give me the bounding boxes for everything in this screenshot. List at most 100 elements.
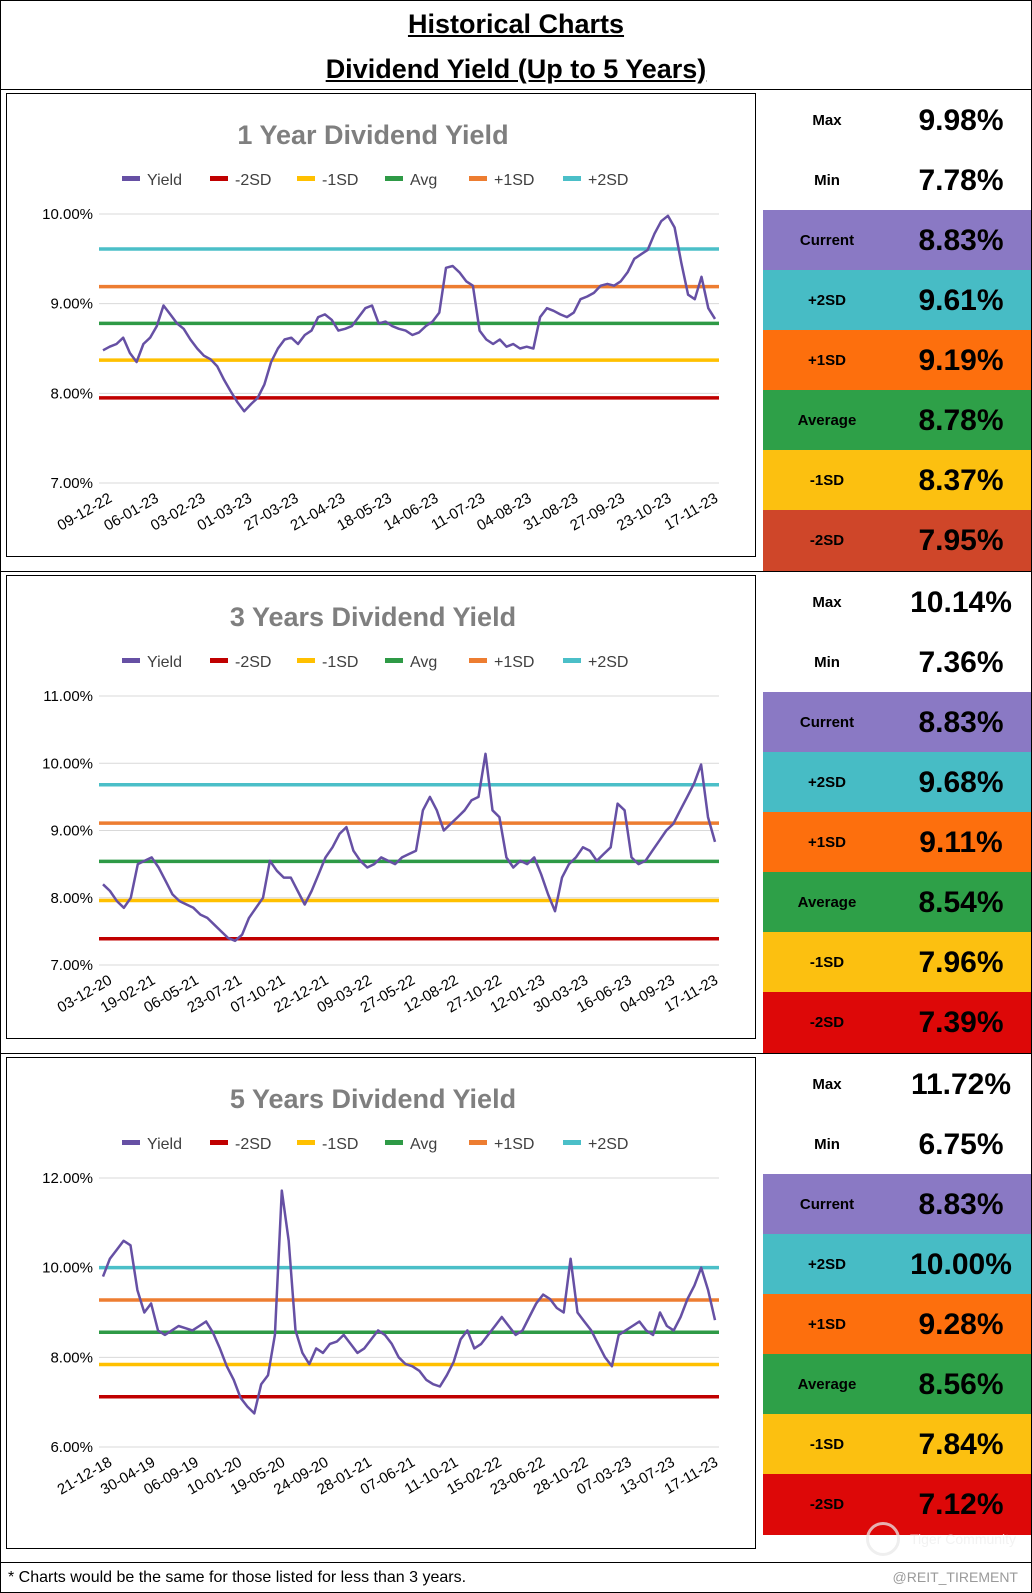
stat-min-value: 6.75% bbox=[918, 1128, 1004, 1161]
legend-label: -1SD bbox=[322, 1136, 358, 1153]
tiger-logo-text: Tiger Community bbox=[910, 1531, 1017, 1547]
y-tick-label: 6.00% bbox=[50, 1439, 93, 1456]
legend-item-avg: Avg bbox=[385, 1136, 437, 1153]
tiger-logo-icon bbox=[866, 1522, 900, 1556]
stat-plus1sd-row: +1SD 9.28% bbox=[763, 1294, 1031, 1355]
series-line-yield bbox=[101, 1189, 717, 1415]
stat-current-label: Current bbox=[799, 714, 855, 731]
legend-swatch bbox=[469, 176, 487, 181]
legend-item-2sd: +2SD bbox=[563, 1136, 628, 1153]
stat-min-label: Min bbox=[814, 1136, 840, 1153]
y-tick-label: 10.00% bbox=[42, 206, 93, 223]
stat-average-value: 8.56% bbox=[918, 1368, 1004, 1401]
chart-1-year: 1 Year Dividend Yield Yield -2SD -1SD Avg +1S… bbox=[42, 120, 721, 534]
stat-minus1sd-row: -1SD 7.84% bbox=[763, 1414, 1031, 1475]
stat-average-row: Average 8.56% bbox=[763, 1354, 1031, 1415]
stat-plus2sd-label: +2SD bbox=[808, 1256, 846, 1273]
chart-5-years: 5 Years Dividend Yield Yield -2SD -1SD Avg +1… bbox=[42, 1084, 721, 1498]
y-tick-label: 9.00% bbox=[50, 823, 93, 840]
legend-swatch bbox=[210, 658, 228, 663]
legend-swatch bbox=[385, 658, 403, 663]
chart-1-year-box: 1 Year Dividend Yield Yield -2SD -1SD Avg +1S… bbox=[6, 93, 756, 557]
chart-3-years-box: 3 Years Dividend Yield Yield -2SD -1SD Avg +1… bbox=[6, 575, 756, 1039]
stat-plus2sd-label: +2SD bbox=[808, 774, 846, 791]
chart-title: 1 Year Dividend Yield bbox=[237, 120, 508, 150]
legend-swatch bbox=[122, 1140, 140, 1145]
legend-label: Avg bbox=[410, 172, 437, 189]
legend-item-2sd: +2SD bbox=[563, 172, 628, 189]
legend-label: +2SD bbox=[588, 172, 628, 189]
legend-swatch bbox=[385, 176, 403, 181]
legend-item-1sd: -1SD bbox=[297, 172, 358, 189]
y-tick-label: 12.00% bbox=[42, 1170, 93, 1187]
series-line-yield bbox=[102, 752, 717, 943]
legend-label: Avg bbox=[410, 1136, 437, 1153]
y-tick-label: 7.00% bbox=[50, 475, 93, 492]
tiger-community-logo: Tiger Community bbox=[866, 1522, 1026, 1558]
stat-max-value: 11.72% bbox=[910, 1068, 1012, 1101]
stat-plus2sd-row: +2SD 10.00% bbox=[763, 1234, 1031, 1295]
chart-title: 3 Years Dividend Yield bbox=[230, 602, 516, 632]
legend-swatch bbox=[297, 658, 315, 663]
legend-swatch bbox=[297, 176, 315, 181]
stat-plus1sd-row: +1SD 9.19% bbox=[763, 330, 1031, 391]
legend-label: +1SD bbox=[494, 1136, 534, 1153]
stat-average-row: Average 8.54% bbox=[763, 872, 1031, 933]
x-tick-label: 17-11-23 bbox=[661, 490, 721, 534]
stat-average-row: Average 8.78% bbox=[763, 390, 1031, 451]
stat-minus1sd-label: -1SD bbox=[809, 472, 845, 489]
stat-minus1sd-label: -1SD bbox=[809, 1436, 845, 1453]
legend-item-yield: Yield bbox=[122, 172, 182, 189]
stat-minus2sd-label: -2SD bbox=[809, 1014, 845, 1031]
stat-plus1sd-value: 9.28% bbox=[918, 1308, 1004, 1341]
legend-item-avg: Avg bbox=[385, 172, 437, 189]
legend-swatch bbox=[469, 1140, 487, 1145]
stat-minus2sd-label: -2SD bbox=[809, 532, 845, 549]
stat-average-value: 8.54% bbox=[918, 886, 1004, 919]
stat-min-row: Min 7.78% bbox=[763, 150, 1031, 211]
y-tick-label: 9.00% bbox=[50, 296, 93, 313]
stat-minus1sd-label: -1SD bbox=[809, 954, 845, 971]
stat-minus1sd-row: -1SD 7.96% bbox=[763, 932, 1031, 993]
stat-max-row: Max 11.72% bbox=[763, 1054, 1031, 1115]
page-title: Historical Charts bbox=[407, 9, 625, 39]
legend-swatch bbox=[122, 658, 140, 663]
legend-label: -2SD bbox=[235, 654, 271, 671]
stat-plus2sd-row: +2SD 9.61% bbox=[763, 270, 1031, 331]
legend-item-1sd: -1SD bbox=[297, 654, 358, 671]
stat-current-value: 8.83% bbox=[918, 706, 1004, 739]
stat-average-label: Average bbox=[797, 412, 857, 429]
legend-label: Yield bbox=[147, 1136, 182, 1153]
stat-minus1sd-value: 8.37% bbox=[918, 464, 1004, 497]
legend-label: -1SD bbox=[322, 654, 358, 671]
legend-label: +2SD bbox=[588, 654, 628, 671]
stat-max-label: Max bbox=[812, 1076, 842, 1093]
stat-average-value: 8.78% bbox=[918, 404, 1004, 437]
stat-minus1sd-row: -1SD 8.37% bbox=[763, 450, 1031, 511]
legend-swatch bbox=[210, 176, 228, 181]
stat-minus2sd-value: 7.95% bbox=[918, 524, 1004, 557]
legend-label: -2SD bbox=[235, 172, 271, 189]
y-tick-label: 8.00% bbox=[50, 385, 93, 402]
stat-minus2sd-row: -2SD 7.39% bbox=[763, 992, 1031, 1053]
page-header: Historical Charts Dividend Yield (Up to … bbox=[0, 0, 1032, 90]
legend-item-2sd: -2SD bbox=[210, 172, 271, 189]
chart-3-years: 3 Years Dividend Yield Yield -2SD -1SD Avg +1… bbox=[42, 602, 721, 1016]
legend-item-1sd: +1SD bbox=[469, 654, 534, 671]
legend-item-2sd: -2SD bbox=[210, 1136, 271, 1153]
y-tick-label: 7.00% bbox=[50, 957, 93, 974]
y-tick-label: 10.00% bbox=[42, 1260, 93, 1277]
stat-minus2sd-label: -2SD bbox=[809, 1496, 845, 1513]
legend-item-yield: Yield bbox=[122, 1136, 182, 1153]
legend-label: +1SD bbox=[494, 654, 534, 671]
legend-item-yield: Yield bbox=[122, 654, 182, 671]
stat-minus1sd-value: 7.96% bbox=[918, 946, 1004, 979]
legend-label: +2SD bbox=[588, 1136, 628, 1153]
stat-minus2sd-value: 7.39% bbox=[918, 1006, 1004, 1039]
stat-max-label: Max bbox=[812, 112, 842, 129]
legend-item-avg: Avg bbox=[385, 654, 437, 671]
section-1-year: 1 Year Dividend Yield Yield -2SD -1SD Avg +1S… bbox=[0, 90, 1032, 572]
y-tick-label: 10.00% bbox=[42, 755, 93, 772]
stat-current-label: Current bbox=[799, 232, 855, 249]
legend-swatch bbox=[563, 1140, 581, 1145]
